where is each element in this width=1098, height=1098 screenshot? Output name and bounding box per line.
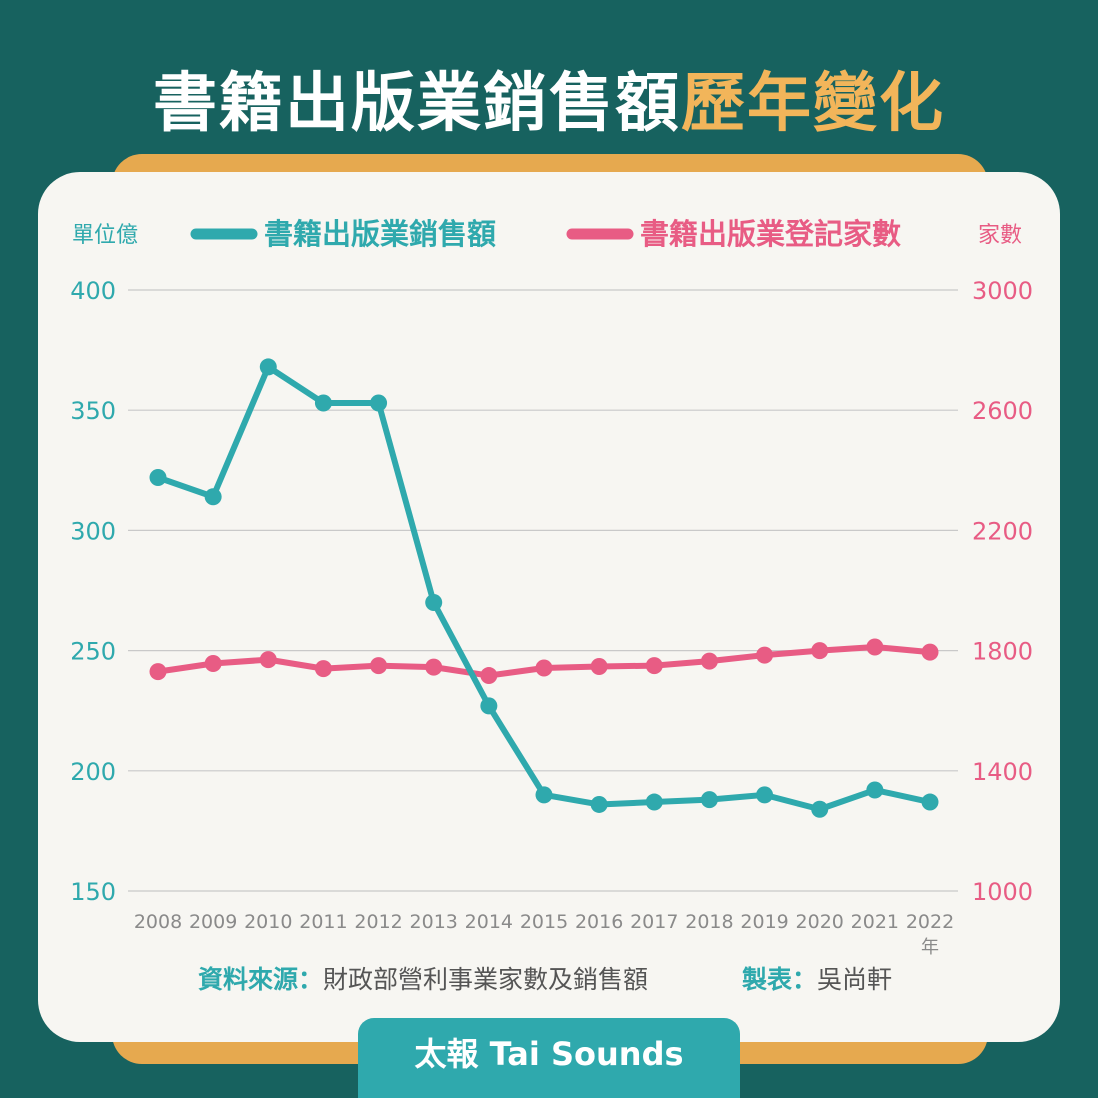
data-point-count <box>425 658 443 676</box>
data-point-sales <box>149 469 167 487</box>
y-left-unit-label: 單位億 <box>72 223 138 248</box>
data-point-count <box>370 657 388 675</box>
data-point-sales <box>590 795 608 813</box>
data-point-sales <box>811 800 829 818</box>
data-point-count <box>756 646 774 664</box>
x-tick-label: 2020 <box>796 911 844 933</box>
data-point-sales <box>700 791 718 809</box>
y-left-tick-label: 150 <box>70 878 116 906</box>
maker-label: 製表： <box>741 965 817 994</box>
data-point-count <box>866 638 884 656</box>
data-point-count <box>314 660 332 678</box>
x-tick-label: 2019 <box>740 911 788 933</box>
legend-label-sales: 書籍出版業銷售額 <box>264 217 496 251</box>
y-left-tick-label: 400 <box>70 277 116 305</box>
x-tick-label: 2009 <box>189 911 237 933</box>
x-tick-label: 2015 <box>520 911 568 933</box>
source-text: 財政部營利事業家數及銷售額 <box>323 965 648 994</box>
x-tick-label: 2021 <box>851 911 899 933</box>
data-point-count <box>149 663 167 681</box>
data-point-count <box>204 655 222 673</box>
title-main: 書籍出版業銷售額 <box>153 67 681 141</box>
data-point-sales <box>204 488 222 506</box>
x-tick-label: 2016 <box>575 911 623 933</box>
chart-card <box>38 172 1060 1042</box>
maker-name: 吳尚軒 <box>817 965 892 994</box>
y-right-tick-label: 3000 <box>972 277 1033 305</box>
source-line: 資料來源：財政部營利事業家數及銷售額 <box>198 965 648 994</box>
x-tick-label: 2011 <box>299 911 347 933</box>
data-point-sales <box>480 697 498 715</box>
x-tick-label: 2012 <box>354 911 402 933</box>
data-point-sales <box>866 781 884 799</box>
data-point-count <box>590 658 608 676</box>
legend-label-count: 書籍出版業登記家數 <box>640 217 901 251</box>
x-tick-label: 2017 <box>630 911 678 933</box>
y-left-tick-label: 350 <box>70 397 116 425</box>
series-line-sales <box>155 363 933 813</box>
x-tick-label: 2008 <box>134 911 182 933</box>
x-tick-label: 2013 <box>410 911 458 933</box>
data-point-sales <box>370 394 388 412</box>
data-point-sales <box>535 786 553 804</box>
y-right-tick-label: 2600 <box>972 397 1033 425</box>
y-right-tick-label: 1400 <box>972 758 1033 786</box>
y-right-tick-label: 2200 <box>972 517 1033 545</box>
x-tick-label: 2010 <box>244 911 292 933</box>
brand-tab: 太報 Tai Sounds <box>358 1018 740 1098</box>
data-point-count <box>480 667 498 685</box>
data-point-sales <box>425 594 443 612</box>
maker-line: 製表：吳尚軒 <box>741 965 892 994</box>
data-point-sales <box>756 786 774 804</box>
source-label: 資料來源： <box>198 965 323 994</box>
data-point-count <box>700 652 718 670</box>
y-right-unit-label: 家數 <box>978 223 1022 248</box>
data-point-count <box>645 657 663 675</box>
data-point-sales <box>259 358 277 376</box>
x-unit-label: 年 <box>921 937 939 958</box>
data-point-count <box>259 651 277 669</box>
x-tick-label: 2018 <box>685 911 733 933</box>
y-right-tick-label: 1000 <box>972 878 1033 906</box>
x-tick-label: 2022 <box>906 911 954 933</box>
data-point-sales <box>921 793 939 811</box>
y-left-tick-label: 300 <box>70 517 116 545</box>
data-point-count <box>535 659 553 677</box>
data-point-sales <box>645 793 663 811</box>
data-point-sales <box>314 394 332 412</box>
y-left-tick-label: 200 <box>70 758 116 786</box>
data-point-count <box>811 642 829 660</box>
y-left-tick-label: 250 <box>70 638 116 666</box>
y-right-tick-label: 1800 <box>972 638 1033 666</box>
page-title: 書籍出版業銷售額歷年變化 <box>0 52 1098 144</box>
x-tick-label: 2014 <box>465 911 513 933</box>
data-point-count <box>921 643 939 661</box>
title-highlight: 歷年變化 <box>681 67 945 141</box>
